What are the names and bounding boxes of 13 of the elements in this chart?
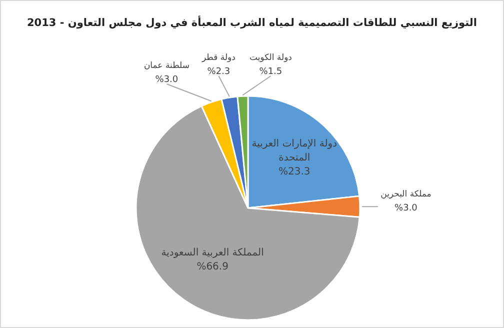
chart-title: التوزيع النسبي للطاقات التصميمية لمياه الشرب المعبأة في دول مجلس التعاون - 2013 <box>27 15 477 29</box>
slice-label: دولة الكويت <box>249 53 292 63</box>
slice-label: دولة قطر <box>200 53 236 63</box>
data-label: %66.9 <box>196 261 228 272</box>
slice-label: سلطنة عمان <box>144 61 190 71</box>
slice-label: المملكة العربية السعودية <box>161 247 264 258</box>
data-label: %3.0 <box>155 75 178 85</box>
data-label: %3.0 <box>394 204 418 214</box>
data-label: %2.3 <box>207 67 230 77</box>
slice-label: دولة الإمارات العربية المتحدة <box>252 138 338 164</box>
data-label: %1.5 <box>259 67 282 77</box>
data-label: %23.3 <box>278 166 310 178</box>
slice-label: مملكة البحرين <box>380 190 432 200</box>
